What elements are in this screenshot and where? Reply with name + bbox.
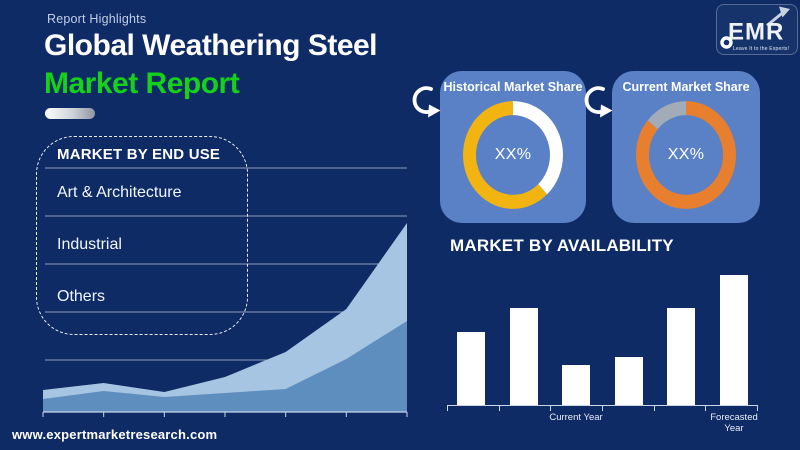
logo-tagline: Leave It to the Experts! <box>733 46 789 52</box>
card-title: Historical Market Share <box>443 80 583 94</box>
availability-bar <box>562 364 591 405</box>
page-title-line1: Global Weathering Steel <box>44 29 378 62</box>
availability-section-title: MARKET BY AVAILABILITY <box>450 236 674 255</box>
availability-bars <box>447 275 758 405</box>
logo-growth-arrowhead-icon <box>779 6 790 18</box>
availability-bar <box>614 356 643 405</box>
title-underline-pill <box>45 108 95 119</box>
end-use-panel-title: MARKET BY END USE <box>57 146 221 163</box>
axis-tick <box>757 406 758 411</box>
axis-tick <box>705 406 707 411</box>
axis-tick <box>447 406 448 411</box>
availability-bar <box>667 307 696 405</box>
axis-tick <box>602 406 603 411</box>
axis-tick <box>498 406 500 411</box>
end-use-item-art-architecture: Art & Architecture <box>57 184 182 201</box>
page-title-line2: Market Report <box>44 67 240 100</box>
donut-chart <box>463 101 563 209</box>
end-use-item-others: Others <box>57 288 106 305</box>
availability-bar <box>509 307 538 405</box>
emr-logo: EMR Leave It to the Experts! <box>716 4 798 55</box>
logo-ring-icon <box>720 36 733 49</box>
current-share-card: Current Market Share XX% <box>612 71 760 223</box>
availability-bar <box>719 275 748 405</box>
logo-growth-arrow-icon <box>766 11 784 27</box>
historical-share-card: Historical Market Share XX% <box>440 71 586 223</box>
donut-wrap: XX% <box>634 99 738 211</box>
availability-bar <box>457 332 485 405</box>
cycle-arrow-icon <box>584 86 613 118</box>
x-axis-label-forecasted-year: Forecasted Year <box>710 412 758 434</box>
availability-axis <box>447 405 758 406</box>
logo-text: EMR <box>728 19 784 46</box>
donut-chart <box>636 101 736 209</box>
emr-logo-graphic: EMR Leave It to the Experts! <box>720 6 790 52</box>
availability-axis-ticks <box>447 406 758 411</box>
end-use-item-industrial: Industrial <box>57 236 122 253</box>
donut-wrap: XX% <box>461 99 565 211</box>
card-title: Current Market Share <box>622 80 750 94</box>
axis-tick <box>653 406 655 411</box>
donut-center-label: XX% <box>667 146 705 163</box>
donut-center-label: XX% <box>494 146 532 163</box>
axis-tick <box>550 406 552 411</box>
end-use-panel: MARKET BY END USE Art & Architecture Ind… <box>36 136 248 335</box>
eyebrow-label: Report Highlights <box>47 12 147 26</box>
cycle-arrow-icon <box>412 86 441 118</box>
trend-area-chart <box>42 167 408 417</box>
x-axis-label-current-year: Current Year <box>549 412 603 423</box>
website-link[interactable]: www.expertmarketresearch.com <box>12 427 218 442</box>
